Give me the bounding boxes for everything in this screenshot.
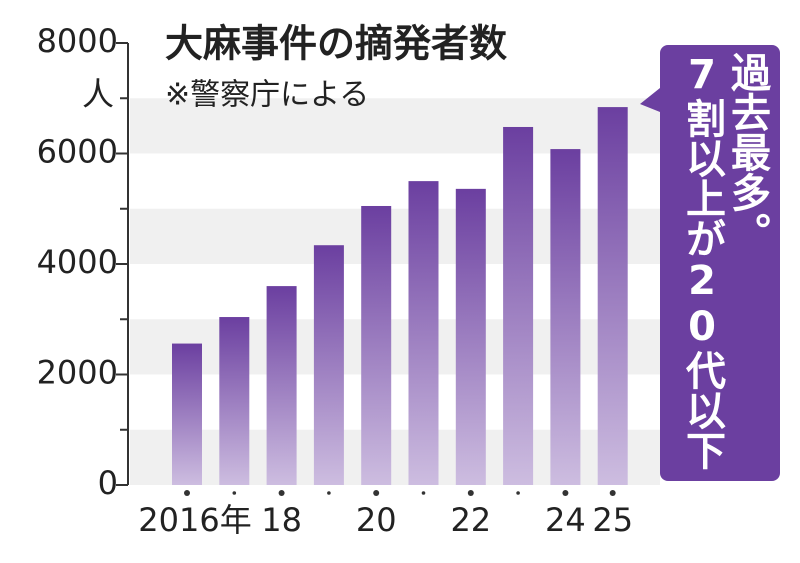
- grid-band: [130, 319, 660, 375]
- x-tick-dot: [184, 490, 190, 496]
- x-tick-dot: [516, 491, 520, 495]
- x-tick-label: 20: [356, 501, 397, 539]
- bar: [219, 317, 250, 485]
- x-tick-dot: [609, 490, 616, 496]
- bar: [455, 188, 486, 486]
- x-tick-label: 2016年: [138, 501, 251, 539]
- bar: [313, 245, 344, 485]
- annotation-pointer: [640, 88, 660, 112]
- x-tick-dot: [467, 490, 474, 496]
- x-tick-dot: [327, 491, 331, 495]
- annotation-box: [660, 45, 780, 481]
- x-tick-dot: [373, 490, 380, 496]
- annotation: 過去最多。: [724, 52, 770, 252]
- bar: [597, 107, 628, 485]
- bar: [408, 181, 439, 485]
- x-tick-label: 25: [592, 501, 633, 539]
- bar: [361, 205, 392, 486]
- y-tick-label: 4000: [37, 243, 118, 281]
- x-tick-dot: [278, 490, 285, 496]
- y-tick-label: 8000: [37, 22, 118, 60]
- y-tick-label: 0: [98, 464, 118, 502]
- y-tick-label: 2000: [37, 354, 118, 392]
- x-tick-dot: [562, 490, 569, 496]
- x-tick-dot: [232, 491, 237, 495]
- x-tick-dot: [421, 491, 426, 495]
- x-tick-label: 22: [450, 501, 491, 539]
- grid-band: [130, 208, 660, 264]
- chart-subtitle: ※警察庁による: [165, 78, 369, 113]
- x-tick-label: 24: [545, 501, 586, 539]
- grid-band: [130, 429, 660, 485]
- y-unit: 人: [82, 75, 114, 113]
- x-tick-label: 18: [261, 501, 302, 539]
- chart-title: 大麻事件の摘発者数: [165, 22, 507, 66]
- grid-band: [130, 98, 660, 154]
- bar: [172, 343, 202, 485]
- bar: [503, 126, 534, 485]
- bar: [550, 149, 581, 485]
- annotation: 7割以上が20代以下: [679, 52, 725, 470]
- bar: [266, 286, 297, 485]
- y-tick-label: 6000: [37, 133, 118, 171]
